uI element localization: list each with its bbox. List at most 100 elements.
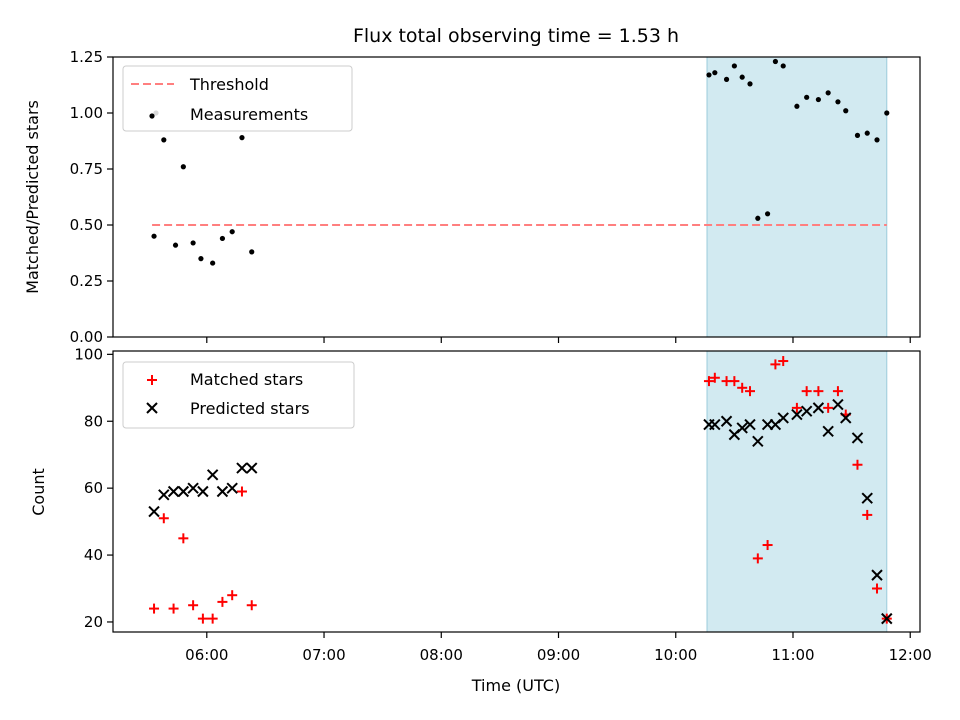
measurement-point (239, 135, 245, 141)
predicted-star-point (720, 415, 733, 427)
matched-star-point (823, 402, 834, 413)
legend-measurements-label: Measurements (190, 105, 308, 124)
matched-star-point (158, 513, 169, 524)
predicted-star-point (246, 462, 258, 474)
measurement-point (739, 74, 745, 80)
measurement-point (210, 260, 216, 266)
matched-star-point (862, 509, 873, 520)
matched-star-point (207, 613, 218, 624)
bottom-panel-frame (112, 350, 921, 633)
matched-star-point (778, 356, 789, 367)
top-panel-frame (112, 56, 921, 338)
bottom-panel-highlight (706, 350, 888, 633)
measurement-point (884, 110, 890, 116)
matched-star-point (770, 359, 781, 370)
predicted-star-point (226, 482, 238, 494)
measurement-point (764, 211, 771, 217)
measurement-point (755, 215, 761, 221)
predicted-star-point (851, 432, 864, 444)
measurement-point (180, 164, 186, 170)
predicted-star-point (832, 398, 844, 411)
measurement-point (190, 240, 196, 246)
matched-star-point (745, 386, 756, 397)
legend-predicted-swatch (146, 402, 158, 414)
y-tick-label: 0.75 (70, 160, 103, 178)
measurement-point (249, 249, 255, 255)
matched-star-point (236, 486, 247, 497)
y-tick-label: 40 (84, 546, 103, 564)
predicted-star-point (812, 402, 825, 414)
predicted-star-point (881, 612, 893, 625)
legend-matched-label: Matched stars (190, 370, 303, 389)
measurement-point (172, 242, 179, 248)
legend-predicted-label: Predicted stars (190, 399, 310, 418)
predicted-star-point (177, 485, 190, 498)
measurement-point (772, 58, 779, 65)
predicted-star-point (236, 462, 248, 474)
measurement-point (825, 90, 831, 96)
top-panel-highlight (706, 56, 888, 338)
predicted-star-point (871, 569, 883, 581)
bottom-legend-box (122, 361, 355, 429)
bottom-panel: 20 40 60 80 100 06:00 07:00 08:00 09:00 10:00 11:… (29, 345, 932, 695)
predicted-star-point (206, 469, 219, 481)
predicted-star-point (197, 485, 209, 498)
y-tick-label: 100 (74, 345, 103, 363)
matched-star-point (168, 603, 179, 614)
measurement-point (747, 81, 753, 87)
y-tick-label: 80 (84, 412, 103, 430)
predicted-star-point (800, 405, 813, 417)
bottom-legend: Matched stars Predicted stars (122, 361, 355, 429)
matched-star-point (246, 600, 257, 611)
y-tick-label: 0.50 (70, 216, 103, 234)
matched-star-point (752, 553, 763, 564)
y-tick-label: 0.00 (70, 328, 103, 346)
predicted-star-point (736, 422, 748, 434)
chart-title: Flux total observing time = 1.53 h (353, 25, 679, 47)
y-tick-label: 20 (84, 613, 103, 631)
top-y-axis-label: Matched/Predicted stars (23, 100, 42, 294)
matched-star-point (178, 533, 189, 544)
matched-star-point (729, 376, 740, 387)
predicted-star-point (744, 418, 756, 431)
bottom-y-axis-label: Count (29, 468, 48, 516)
matched-star-point (801, 386, 812, 397)
predicted-star-point (709, 418, 721, 431)
predicted-star-point (840, 412, 852, 424)
measurement-point (794, 103, 800, 109)
measurement-point (835, 99, 841, 105)
predicted-star-point (148, 505, 160, 518)
x-axis-label: Time (UTC) (471, 676, 560, 695)
top-panel: 0.00 0.25 0.50 0.75 1.00 1.25 Matched/Predict… (23, 48, 921, 346)
matched-star-point (703, 376, 714, 387)
bottom-y-axis: 20 40 60 80 100 (74, 345, 113, 631)
measurement-point (706, 72, 712, 78)
predicted-star-point (777, 412, 789, 424)
matched-star-point (217, 596, 228, 607)
measurement-point (843, 108, 849, 114)
matched-star-point (737, 382, 748, 393)
x-tick-label: 10:00 (654, 646, 697, 664)
predicted-star-point (187, 482, 199, 494)
predicted-star-point (216, 485, 229, 498)
y-tick-label: 1.25 (70, 48, 103, 66)
x-tick-label: 11:00 (771, 646, 814, 664)
predicted-star-point (167, 485, 180, 498)
measurement-point (731, 63, 737, 69)
legend-matched-swatch (147, 375, 157, 385)
measurement-point (780, 63, 786, 69)
legend-measurements-swatch (149, 113, 155, 119)
top-legend: Threshold Measurements (122, 65, 353, 132)
measurement-point (712, 70, 718, 76)
measurement-point (723, 76, 730, 82)
measurement-point (874, 137, 880, 143)
y-tick-label: 60 (84, 479, 103, 497)
matched-star-point (762, 540, 773, 551)
y-tick-label: 0.25 (70, 272, 103, 290)
matched-star-point (197, 613, 208, 624)
x-tick-label: 07:00 (302, 646, 345, 664)
measurement-point (854, 132, 861, 138)
measurement-point (161, 137, 167, 143)
measurement-point (804, 94, 810, 100)
measurement-point (229, 229, 235, 235)
